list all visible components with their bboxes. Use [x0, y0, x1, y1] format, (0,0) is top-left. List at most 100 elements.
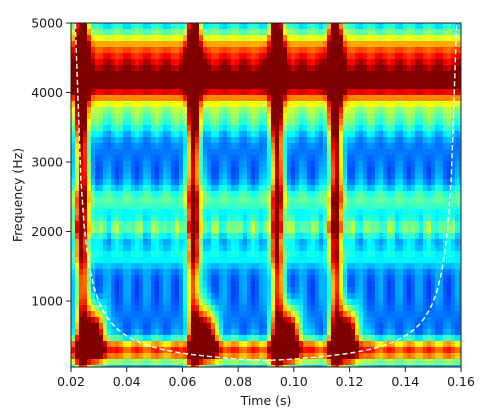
heatmap-cell: [219, 95, 224, 102]
heatmap-cell: [307, 227, 312, 234]
heatmap-cell: [147, 287, 152, 294]
heatmap-cell: [259, 185, 264, 192]
heatmap-cell: [263, 107, 268, 114]
heatmap-cell: [375, 95, 380, 102]
heatmap-cell: [167, 203, 172, 210]
heatmap-cell: [331, 185, 336, 192]
heatmap-cell: [327, 197, 332, 204]
heatmap-cell: [339, 143, 344, 150]
heatmap-cell: [359, 65, 364, 72]
heatmap-cell: [287, 227, 292, 234]
heatmap-cell: [267, 365, 272, 367]
heatmap-cell: [367, 317, 372, 324]
heatmap-cell: [299, 203, 304, 210]
heatmap-cell: [387, 161, 392, 168]
heatmap-cell: [239, 137, 244, 144]
heatmap-cell: [147, 131, 152, 138]
heatmap-cell: [147, 41, 152, 48]
heatmap-cell: [303, 299, 308, 306]
heatmap-cell: [183, 341, 188, 348]
heatmap-cell: [199, 329, 204, 336]
heatmap-cell: [103, 143, 108, 150]
heatmap-cell: [315, 83, 320, 90]
heatmap-cell: [95, 335, 100, 342]
heatmap-cell: [355, 215, 360, 222]
heatmap-cell: [371, 209, 376, 216]
heatmap-cell: [171, 263, 176, 270]
heatmap-cell: [275, 227, 280, 234]
heatmap-cell: [199, 287, 204, 294]
heatmap-cell: [143, 101, 148, 108]
heatmap-cell: [287, 89, 292, 96]
heatmap-cell: [311, 83, 316, 90]
heatmap-cell: [103, 119, 108, 126]
heatmap-cell: [99, 251, 104, 258]
heatmap-cell: [151, 311, 156, 318]
heatmap-cell: [239, 197, 244, 204]
heatmap-cell: [379, 185, 384, 192]
heatmap-cell: [123, 23, 128, 30]
heatmap-cell: [167, 227, 172, 234]
heatmap-cell: [303, 203, 308, 210]
heatmap-cell: [139, 233, 144, 240]
heatmap-cell: [355, 29, 360, 36]
heatmap-cell: [267, 287, 272, 294]
heatmap-cell: [351, 167, 356, 174]
heatmap-cell: [131, 95, 136, 102]
heatmap-cell: [335, 161, 340, 168]
heatmap-cell: [111, 41, 116, 48]
heatmap-cell: [371, 311, 376, 318]
heatmap-cell: [255, 359, 260, 366]
heatmap-cell: [259, 77, 264, 84]
heatmap-cell: [311, 101, 316, 108]
heatmap-cell: [135, 251, 140, 258]
heatmap-cell: [255, 323, 260, 330]
heatmap-cell: [363, 317, 368, 324]
heatmap-cell: [147, 47, 152, 54]
heatmap-cell: [335, 89, 340, 96]
heatmap-cell: [355, 227, 360, 234]
heatmap-cell: [151, 239, 156, 246]
heatmap-cell: [291, 179, 296, 186]
heatmap-cell: [119, 353, 124, 360]
heatmap-cell: [343, 269, 348, 276]
heatmap-cell: [355, 317, 360, 324]
heatmap-cell: [271, 83, 276, 90]
heatmap-cell: [187, 347, 192, 354]
heatmap-cell: [387, 311, 392, 318]
heatmap-cell: [255, 125, 260, 132]
heatmap-cell: [335, 257, 340, 264]
heatmap-cell: [371, 221, 376, 228]
heatmap-cell: [159, 305, 164, 312]
heatmap-cell: [223, 173, 228, 180]
heatmap-cell: [351, 185, 356, 192]
heatmap-cell: [151, 299, 156, 306]
heatmap-cell: [267, 245, 272, 252]
heatmap-cell: [343, 209, 348, 216]
heatmap-cell: [175, 143, 180, 150]
heatmap-cell: [327, 251, 332, 258]
heatmap-cell: [99, 209, 104, 216]
heatmap-cell: [335, 197, 340, 204]
heatmap-cell: [231, 227, 236, 234]
heatmap-cell: [287, 221, 292, 228]
heatmap-cell: [299, 107, 304, 114]
heatmap-cell: [323, 275, 328, 282]
heatmap-cell: [399, 281, 404, 288]
heatmap-cell: [163, 359, 168, 366]
heatmap-cell: [107, 77, 112, 84]
heatmap-cell: [91, 149, 96, 156]
heatmap-cell: [123, 113, 128, 120]
heatmap-cell: [219, 341, 224, 348]
heatmap-cell: [323, 71, 328, 78]
heatmap-cell: [119, 305, 124, 312]
heatmap-cell: [195, 335, 200, 342]
heatmap-cell: [75, 131, 80, 138]
heatmap-cell: [91, 35, 96, 42]
heatmap-cell: [155, 359, 160, 366]
heatmap-cell: [387, 23, 392, 30]
heatmap-cell: [395, 107, 400, 114]
heatmap-cell: [347, 119, 352, 126]
heatmap-cell: [143, 281, 148, 288]
heatmap-cell: [399, 95, 404, 102]
